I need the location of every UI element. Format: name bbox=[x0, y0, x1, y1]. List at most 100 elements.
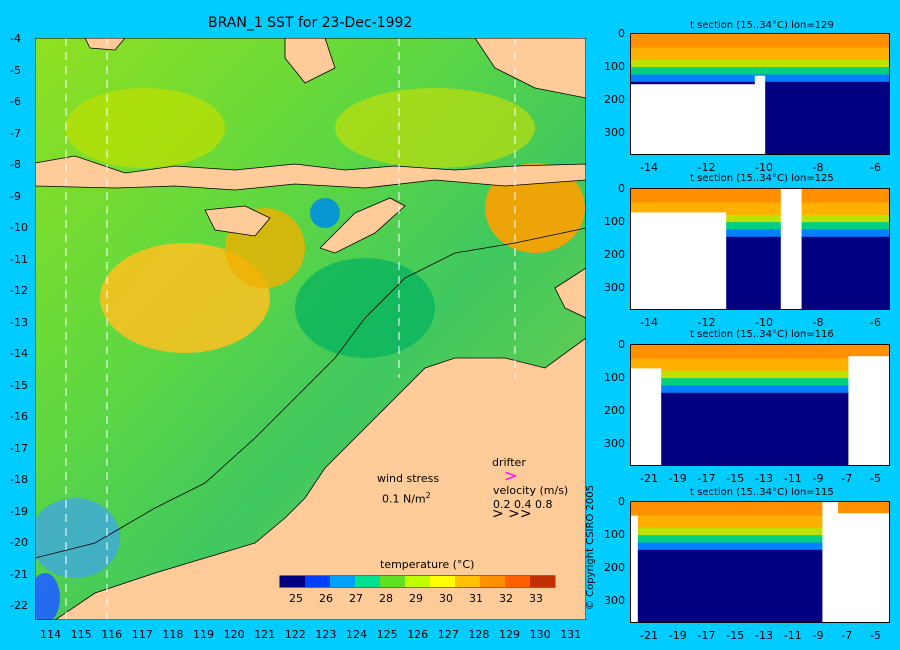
lon-tick: 129 bbox=[499, 628, 520, 641]
colorbar-segment bbox=[480, 576, 506, 587]
section-x-tick: -17 bbox=[697, 472, 716, 485]
timor-island bbox=[319, 197, 406, 254]
temperature-band bbox=[630, 188, 890, 204]
section-y-tick: 100 bbox=[604, 215, 625, 228]
colorbar-segment bbox=[505, 576, 531, 587]
section-x-tick: -11 bbox=[783, 472, 802, 485]
cool-patch bbox=[310, 198, 340, 228]
section-y-tick: 100 bbox=[604, 60, 625, 73]
seafloor-mask bbox=[822, 501, 838, 623]
section-plot bbox=[630, 33, 890, 155]
lat-tick: -11 bbox=[10, 252, 28, 266]
lon-tick: 116 bbox=[101, 628, 123, 641]
sst-map bbox=[35, 38, 586, 620]
colorbar-tick: 26 bbox=[319, 592, 333, 605]
section-x-tick: -11 bbox=[783, 629, 802, 642]
section-x-tick: -21 bbox=[640, 472, 658, 485]
warm-eddy bbox=[100, 243, 270, 353]
lat-tick: -20 bbox=[10, 536, 28, 549]
section-plot bbox=[630, 188, 890, 310]
section-x-tick: -10 bbox=[755, 316, 773, 329]
section-y-tick: 0 bbox=[618, 182, 625, 195]
temperature-band bbox=[630, 222, 890, 230]
temperature-band bbox=[630, 378, 890, 386]
section-x-tick: -14 bbox=[640, 161, 658, 174]
section-x-tick: -13 bbox=[755, 472, 773, 485]
lon-tick: 121 bbox=[254, 628, 276, 641]
colorbar-tick: 32 bbox=[499, 592, 513, 605]
section-x-tick: -7 bbox=[841, 629, 853, 642]
section-y-tick: 300 bbox=[604, 126, 625, 139]
lat-tick: -10 bbox=[10, 221, 28, 234]
colorbar-tick: 31 bbox=[469, 592, 483, 605]
section-x-tick: -17 bbox=[697, 629, 716, 642]
sumba-island bbox=[204, 205, 271, 237]
wind-stress-label: wind stress bbox=[377, 472, 440, 485]
lon-tick: 131 bbox=[560, 628, 582, 641]
section-y-tick: 200 bbox=[604, 561, 625, 574]
section-y-tick: 0 bbox=[618, 495, 625, 508]
lon-tick: 119 bbox=[193, 628, 214, 641]
section-y-tick: 100 bbox=[604, 371, 625, 384]
temperature-band bbox=[630, 59, 890, 68]
lat-tick: -9 bbox=[10, 189, 21, 203]
lat-tick: -6 bbox=[10, 95, 21, 108]
seafloor-mask bbox=[848, 356, 890, 466]
colorbar-segment bbox=[430, 576, 456, 587]
section-x-tick: -5 bbox=[870, 472, 881, 485]
colorbar-segment bbox=[380, 576, 406, 587]
sulawesi-coast bbox=[284, 38, 336, 84]
colorbar-tick: 25 bbox=[289, 592, 303, 605]
velocity-arrows-icon: > >> bbox=[492, 506, 532, 522]
section-y-tick: 300 bbox=[604, 437, 625, 450]
temperature-band bbox=[630, 344, 890, 360]
colorbar-segment bbox=[405, 576, 431, 587]
lon-tick: 130 bbox=[529, 628, 551, 641]
temperature-band bbox=[630, 392, 890, 466]
section-x-tick: -21 bbox=[640, 629, 658, 642]
temperature-band bbox=[630, 214, 890, 223]
wind-stress-scale: 0.1 N/m2 bbox=[382, 491, 431, 506]
drifter-arrow-icon: > bbox=[504, 466, 518, 485]
colorbar-segment bbox=[330, 576, 356, 587]
section-x-tick: -6 bbox=[870, 316, 881, 329]
lon-tick: 120 bbox=[223, 628, 245, 641]
seafloor-mask bbox=[838, 513, 890, 623]
lon-tick: 126 bbox=[407, 628, 429, 641]
colorbar-segment bbox=[455, 576, 481, 587]
section-plot bbox=[630, 501, 890, 623]
section-x-tick: -12 bbox=[697, 161, 716, 174]
lon-tick: 115 bbox=[70, 628, 92, 641]
seafloor-mask bbox=[630, 84, 760, 155]
section-title: t section (15..34°C) lon=115 bbox=[690, 487, 834, 498]
lat-tick: -13 bbox=[10, 315, 28, 329]
section-x-tick: -10 bbox=[755, 161, 773, 174]
lat-tick: -5 bbox=[10, 63, 21, 77]
section-x-tick: -8 bbox=[812, 316, 824, 329]
drifter-label: drifter bbox=[492, 456, 526, 469]
lat-tick: -22 bbox=[10, 599, 28, 612]
seafloor-mask bbox=[630, 368, 662, 466]
cool-patch bbox=[35, 573, 60, 620]
lat-tick: -7 bbox=[10, 126, 21, 140]
colorbar-segment bbox=[305, 576, 331, 587]
lat-tick: -18 bbox=[10, 473, 28, 486]
section-x-tick: -19 bbox=[668, 472, 687, 485]
lon-tick: 118 bbox=[162, 628, 184, 641]
temperature-band bbox=[630, 33, 890, 49]
seafloor-mask bbox=[780, 188, 802, 310]
colorbar-tick: 33 bbox=[529, 592, 543, 605]
section-y-tick: 200 bbox=[604, 248, 625, 261]
section-x-tick: -8 bbox=[812, 161, 824, 174]
lat-tick: -12 bbox=[10, 284, 28, 297]
lat-tick: -16 bbox=[10, 410, 28, 423]
seafloor-mask bbox=[630, 515, 638, 623]
colorbar-tick: 27 bbox=[349, 592, 363, 605]
section-x-tick: -9 bbox=[812, 629, 824, 642]
section-x-tick: -12 bbox=[697, 316, 716, 329]
new-guinea-coast bbox=[474, 38, 586, 99]
section-x-tick: -5 bbox=[870, 629, 881, 642]
lon-tick: 117 bbox=[131, 628, 153, 641]
colorbar-segment bbox=[355, 576, 381, 587]
section-x-tick: -14 bbox=[640, 316, 658, 329]
